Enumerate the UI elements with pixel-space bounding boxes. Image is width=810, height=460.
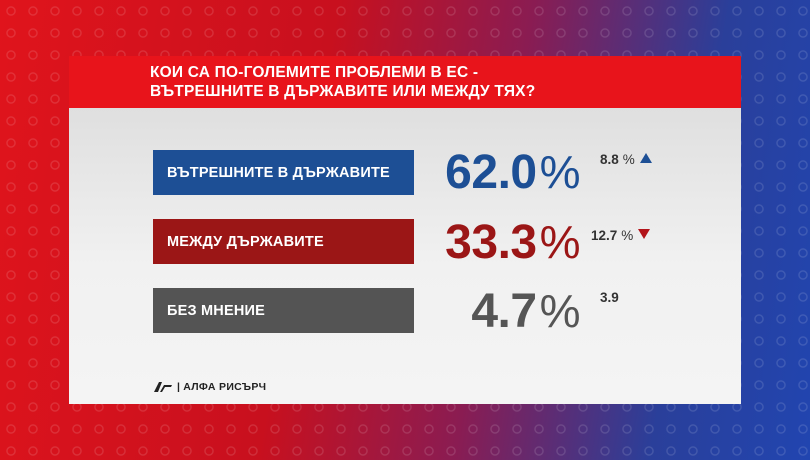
change-percent-sign: %: [622, 152, 635, 167]
arrow-up-icon: [639, 153, 652, 163]
source-logo: | АЛФА РИСЪРЧ: [153, 381, 266, 393]
row-change-internal: 8.8%: [600, 152, 652, 167]
row-label-between: МЕЖДУ ДЪРЖАВИТЕ: [153, 219, 414, 264]
row-value-internal: 62.0%: [440, 148, 580, 197]
title-line-1: КОИ СА ПО-ГОЛЕМИТЕ ПРОБЛЕМИ В ЕС -: [150, 64, 479, 81]
value-number: 62.0: [445, 146, 537, 199]
value-percent-sign: %: [539, 146, 581, 198]
row-value-no-opinion: 4.7%: [440, 287, 580, 336]
row-change-between: 12.7%: [591, 228, 651, 243]
value-number: 33.3: [445, 216, 537, 269]
value-percent-sign: %: [539, 285, 581, 337]
title-line-2: ВЪТРЕШНИТЕ В ДЪРЖАВИТЕ ИЛИ МЕЖДУ ТЯХ?: [150, 83, 536, 100]
title-bar: [69, 56, 741, 108]
source-separator: |: [177, 381, 181, 393]
alpha-research-logo-icon: [154, 382, 172, 392]
arrow-down-icon: [638, 229, 651, 239]
value-percent-sign: %: [539, 216, 581, 268]
source-name: АЛФА РИСЪРЧ: [183, 381, 267, 393]
change-number: 8.8: [600, 152, 619, 167]
chart-title: КОИ СА ПО-ГОЛЕМИТЕ ПРОБЛЕМИ В ЕС - ВЪТРЕ…: [150, 63, 710, 101]
row-label-internal: ВЪТРЕШНИТЕ В ДЪРЖАВИТЕ: [153, 150, 414, 195]
change-number: 12.7: [591, 228, 618, 243]
value-number: 4.7: [471, 285, 537, 338]
row-label-no-opinion: БЕЗ МНЕНИЕ: [153, 288, 414, 333]
row-value-between: 33.3%: [440, 218, 580, 267]
change-number: 3.9: [600, 290, 619, 305]
row-change-no-opinion: 3.9: [600, 290, 619, 305]
change-percent-sign: %: [621, 228, 634, 243]
